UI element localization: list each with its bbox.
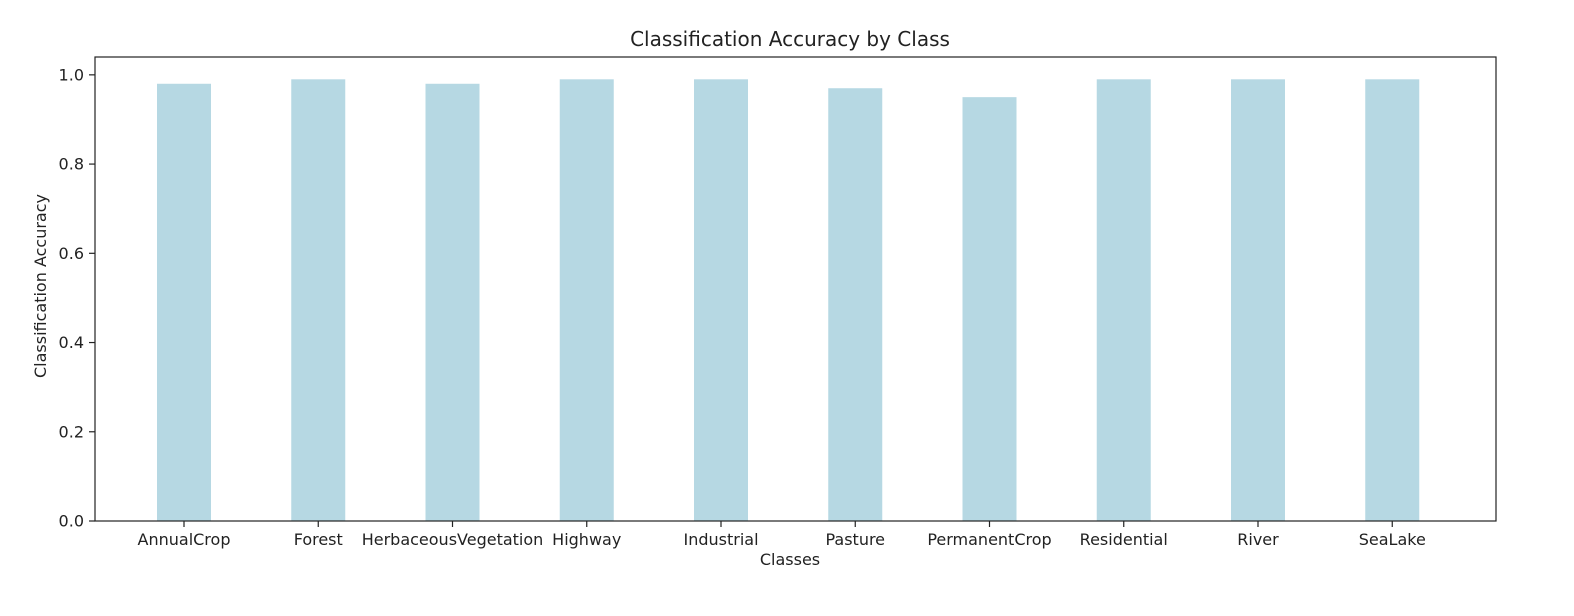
chart-title: Classification Accuracy by Class: [630, 27, 950, 51]
x-tick-label: SeaLake: [1359, 530, 1426, 549]
x-tick-label: Highway: [552, 530, 621, 549]
x-tick-label: River: [1237, 530, 1279, 549]
x-tick-label: AnnualCrop: [138, 530, 231, 549]
bar-Forest: [291, 79, 346, 522]
x-tick-label: PermanentCrop: [927, 530, 1051, 549]
bar-River: [1231, 79, 1285, 522]
x-tick-label: Industrial: [683, 530, 758, 549]
bar-Highway: [559, 79, 614, 522]
y-tick-label: 0.0: [59, 512, 84, 531]
bar-Residential: [1096, 79, 1151, 522]
x-tick-label: Residential: [1080, 530, 1168, 549]
y-tick-label: 0.6: [59, 244, 84, 263]
x-tick-label: Pasture: [825, 530, 885, 549]
x-tick-label: Forest: [294, 530, 343, 549]
x-tick-label: HerbaceousVegetation: [362, 530, 544, 549]
plot-area-frame: [94, 56, 1497, 522]
y-tick-label: 1.0: [59, 65, 84, 84]
y-tick-label: 0.8: [59, 155, 84, 174]
bar-SeaLake: [1365, 79, 1420, 522]
x-axis-label: Classes: [760, 550, 820, 569]
y-tick-label: 0.2: [59, 422, 84, 441]
y-axis-label: Classification Accuracy: [31, 194, 50, 378]
bar-PermanentCrop: [962, 97, 1017, 522]
bars-group: [157, 79, 1420, 522]
y-ticks-group: 0.0 0.2 0.4 0.6 0.8 1.0: [59, 65, 95, 531]
y-tick-label: 0.4: [59, 333, 84, 352]
bar-AnnualCrop: [157, 83, 211, 522]
bar-Industrial: [694, 79, 748, 522]
bar-Pasture: [828, 88, 883, 521]
bar-HerbaceousVegetation: [425, 83, 480, 522]
x-ticks-group: AnnualCrop Forest HerbaceousVegetation High…: [138, 521, 1426, 549]
